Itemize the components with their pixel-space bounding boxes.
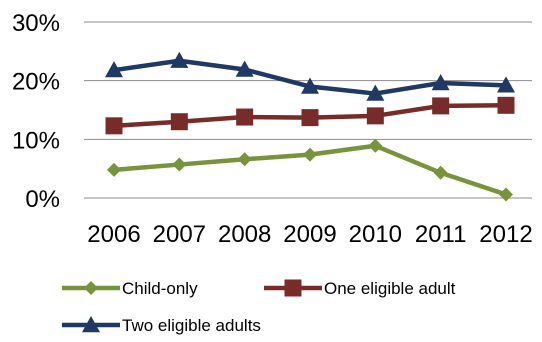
data-point-child-only (107, 162, 121, 177)
x-tick-label: 2007 (153, 221, 206, 248)
data-point-child-only (172, 157, 187, 172)
data-point-one-eligible-adult (366, 107, 384, 125)
x-tick-label: 2010 (349, 221, 402, 248)
x-tick-label: 2008 (218, 221, 271, 248)
legend-label: Two eligible adults (122, 316, 261, 335)
data-point-two-eligible-adults (235, 60, 254, 77)
x-tick-label: 2006 (87, 221, 140, 248)
data-point-two-eligible-adults (301, 77, 319, 94)
y-tick-label: 0% (25, 186, 60, 213)
legend: Child-only One eligible adult Two eligible… (62, 279, 456, 335)
x-tick-label: 2011 (415, 221, 467, 248)
data-point-child-only (368, 138, 383, 153)
data-point-one-eligible-adult (236, 108, 254, 126)
x-tick-label: 2009 (283, 221, 336, 248)
data-point-two-eligible-adults (431, 74, 450, 91)
data-point-one-eligible-adult (432, 97, 450, 115)
data-point-two-eligible-adults (366, 84, 385, 101)
legend-item-two-eligible-adults: Two eligible adults (62, 316, 261, 335)
y-tick-label: 10% (12, 127, 60, 154)
gridlines (84, 21, 532, 199)
data-point-two-eligible-adults (105, 61, 123, 78)
legend-marker (284, 279, 302, 297)
series (105, 51, 515, 202)
series-two-eligible-adults (105, 51, 515, 101)
y-axis-tick-labels: 0% 10% 20% 30% (12, 10, 60, 213)
data-point-child-only (237, 152, 252, 167)
y-tick-label: 20% (12, 69, 60, 96)
data-point-two-eligible-adults (170, 51, 189, 68)
data-point-child-only (433, 165, 448, 180)
legend-marker (84, 281, 98, 295)
legend-item-child-only: Child-only (62, 279, 198, 298)
legend-item-one-eligible-adult: One eligible adult (264, 279, 456, 298)
x-tick-label: 2012 (479, 221, 532, 248)
y-tick-label: 30% (12, 10, 60, 37)
data-point-one-eligible-adult (301, 109, 319, 127)
series-one-eligible-adult (105, 96, 515, 135)
legend-label: One eligible adult (324, 279, 456, 298)
data-point-two-eligible-adults (497, 76, 515, 93)
data-point-one-eligible-adult (497, 96, 515, 114)
data-point-one-eligible-adult (170, 113, 188, 131)
data-point-child-only (499, 187, 513, 202)
data-point-one-eligible-adult (105, 117, 123, 135)
series-child-only (107, 138, 513, 202)
data-point-child-only (303, 147, 317, 162)
legend-label: Child-only (122, 279, 198, 298)
x-axis-tick-labels: 2006 2007 2008 2009 2010 2011 2012 (87, 221, 532, 248)
legend-marker (82, 316, 100, 333)
